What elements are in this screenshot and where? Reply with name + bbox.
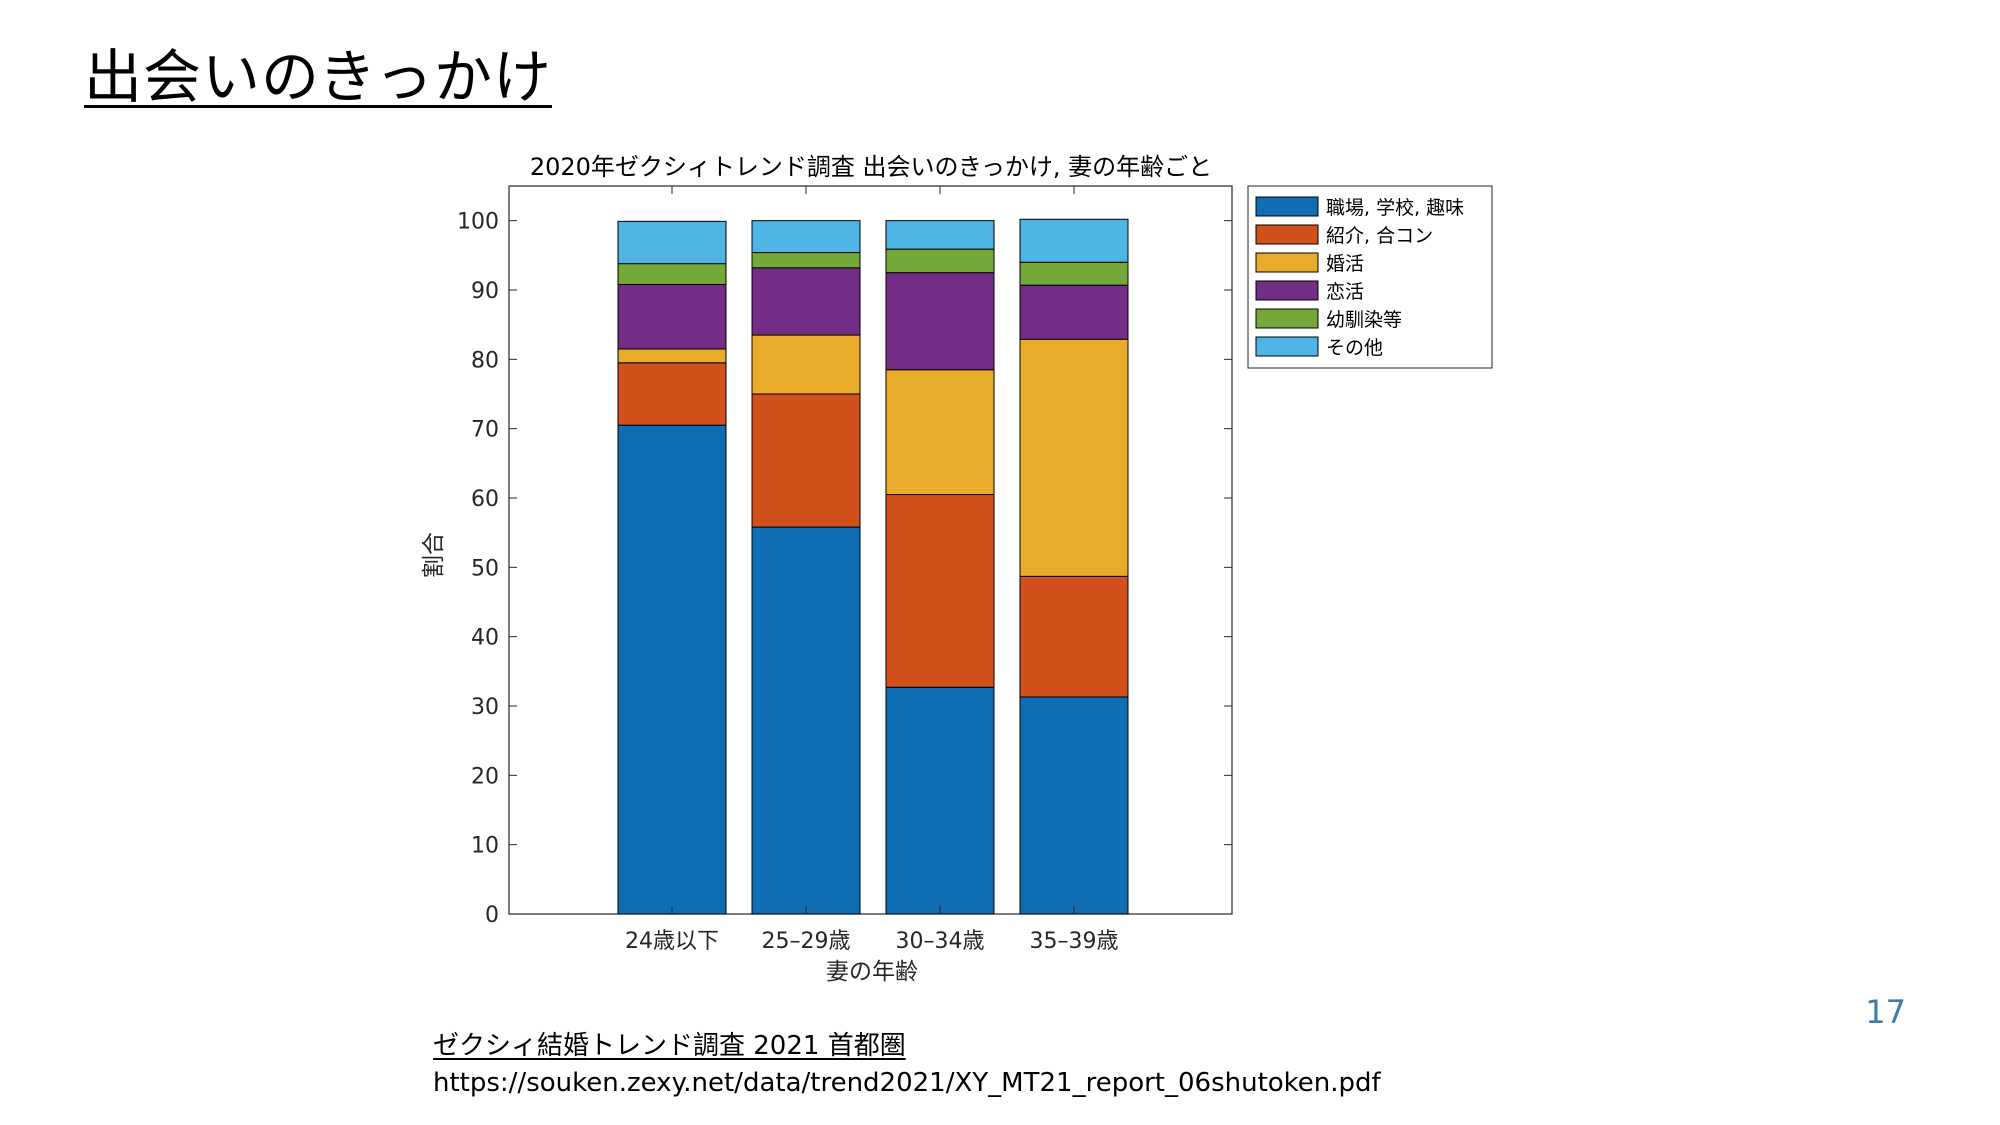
bar-segment: [751, 220, 861, 254]
y-tick-label: 40: [471, 626, 499, 651]
legend-label: 婚活: [1326, 253, 1364, 275]
bar-segment: [617, 424, 727, 915]
chart-title: 2020年ゼクシィトレンド調査 出会いのきっかけ, 妻の年齢ごと: [530, 153, 1212, 181]
x-tick-label: 25–29歳: [762, 929, 851, 954]
bar-segment: [885, 248, 995, 274]
bar-segment: [751, 526, 861, 915]
x-axis-label: 妻の年齢: [826, 959, 918, 985]
slide-title: 出会いのきっかけ: [84, 43, 552, 111]
y-tick-label: 70: [471, 418, 499, 443]
bar-segment: [617, 283, 727, 350]
y-tick-label: 80: [471, 348, 499, 373]
bar-segment: [617, 362, 727, 426]
y-tick-label: 20: [471, 764, 499, 789]
legend-label: 幼馴染等: [1326, 309, 1402, 331]
bar-segment: [1019, 338, 1129, 577]
y-tick-label: 60: [471, 487, 499, 512]
bar-segment: [885, 686, 995, 915]
ticks-layer: 0 10 20 30 40 50 60 70 80 90 100 24歳以下 25–29歳 30–34歳 3…: [457, 186, 1232, 954]
x-tick-label: 30–34歳: [896, 929, 985, 954]
bar-segment: [751, 393, 861, 528]
y-tick-label: 30: [471, 695, 499, 720]
legend-swatch: [1255, 224, 1319, 245]
bar-segment: [885, 369, 995, 496]
y-tick-label: 90: [471, 279, 499, 304]
bar-segment: [751, 252, 861, 269]
source-url[interactable]: https://souken.zexy.net/data/trend2021/X…: [433, 1068, 1381, 1098]
legend-swatch: [1255, 252, 1319, 273]
legend-swatch: [1255, 336, 1319, 357]
legend-swatch: [1255, 308, 1319, 329]
legend-label: 紹介, 合コン: [1326, 225, 1433, 247]
legend-label: その他: [1326, 337, 1383, 359]
y-tick-label: 100: [457, 210, 499, 235]
y-axis-label: 割合: [421, 532, 447, 578]
bar-segment: [1019, 696, 1129, 915]
bar-segment: [751, 334, 861, 395]
bar-segment: [617, 263, 727, 285]
bar-segment: [751, 267, 861, 336]
legend-label: 職場, 学校, 趣味: [1326, 197, 1464, 219]
bar-segment: [1019, 575, 1129, 698]
bar-segment: [617, 348, 727, 364]
y-tick-label: 10: [471, 834, 499, 859]
bar-segment: [885, 494, 995, 688]
bar-segment: [1019, 218, 1129, 263]
y-tick-label: 0: [485, 903, 499, 928]
page-number: 17: [1865, 993, 1906, 1031]
source-title[interactable]: ゼクシィ結婚トレンド調査 2021 首都圏: [433, 1031, 906, 1061]
bars-layer: [617, 218, 1129, 915]
x-tick-label: 35–39歳: [1030, 929, 1119, 954]
bar-segment: [885, 220, 995, 250]
legend-swatch: [1255, 280, 1319, 301]
bar-segment: [1019, 284, 1129, 340]
bar-segment: [885, 272, 995, 371]
bar-segment: [617, 220, 727, 265]
legend-label: 恋活: [1326, 281, 1364, 303]
x-tick-label: 24歳以下: [625, 929, 719, 954]
bar-segment: [1019, 261, 1129, 286]
legend-swatch: [1255, 196, 1319, 217]
y-tick-label: 50: [471, 556, 499, 581]
